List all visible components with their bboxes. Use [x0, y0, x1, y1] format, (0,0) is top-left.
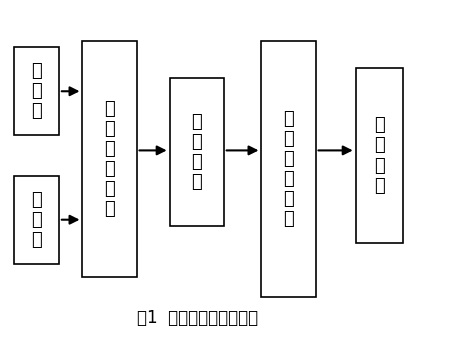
Text: 充
电
电
路: 充 电 电 路 [374, 116, 384, 195]
Bar [356, 68, 403, 243]
Text: 接
收
转
换
电
路: 接 收 转 换 电 路 [283, 110, 294, 228]
Text: 交
流
电: 交 流 电 [31, 191, 42, 249]
Text: 直
流
电: 直 流 电 [31, 62, 42, 120]
Text: 发
射
电
路: 发 射 电 路 [191, 113, 202, 191]
Bar [82, 41, 137, 277]
Bar [14, 176, 59, 264]
Text: 电
源
管
理
模
块: 电 源 管 理 模 块 [104, 100, 115, 218]
Bar [14, 47, 59, 135]
Text: 图1  无线充电器系统框图: 图1 无线充电器系统框图 [137, 309, 259, 327]
Bar [170, 78, 224, 226]
Bar [261, 41, 316, 297]
